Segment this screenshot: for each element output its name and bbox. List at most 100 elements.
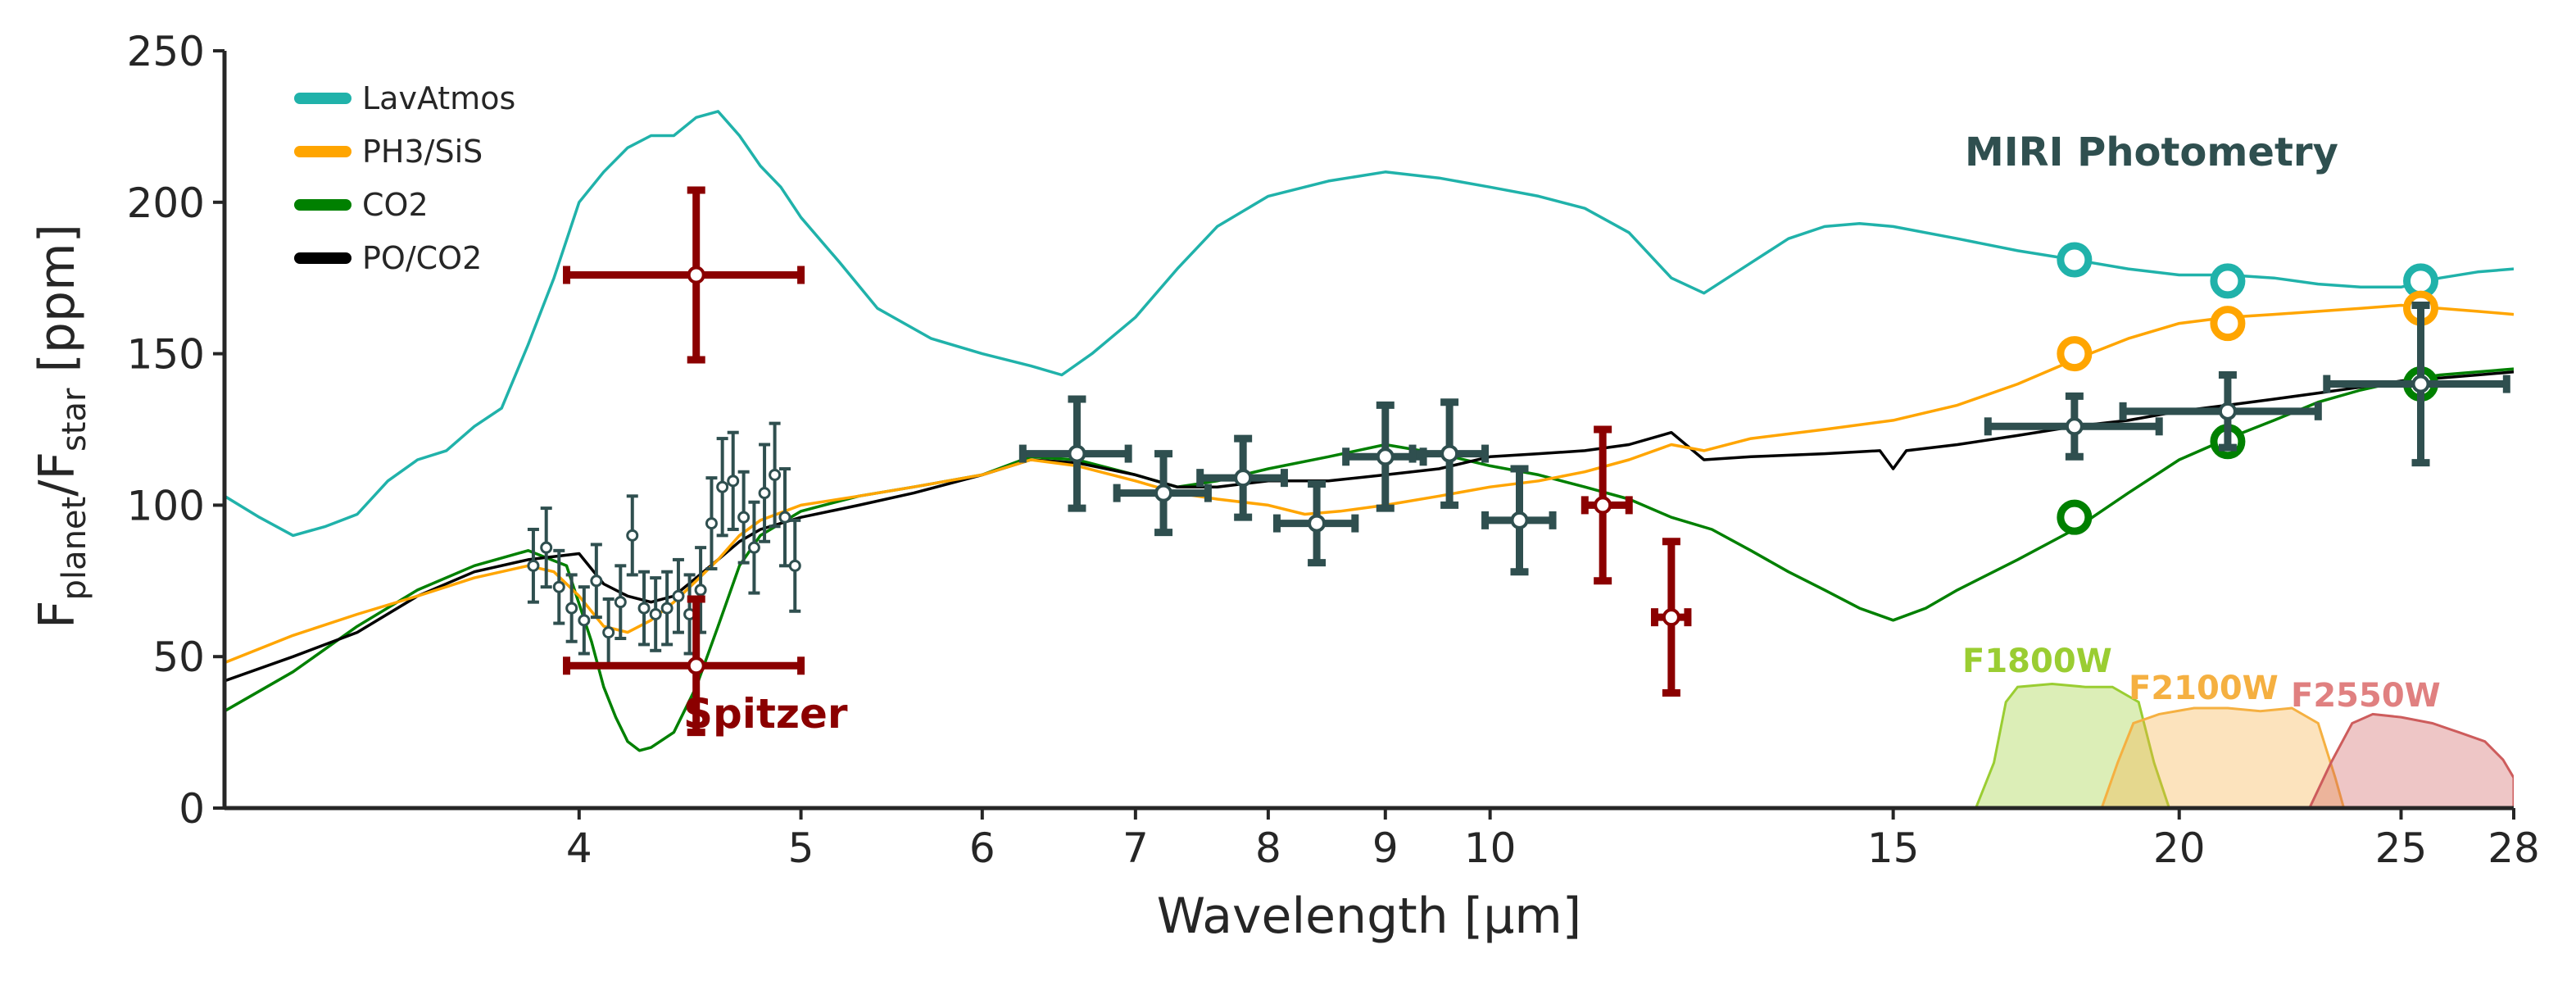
lrs-marker-1 [1154, 484, 1173, 502]
x-tick-label-9: 9 [1372, 824, 1399, 872]
model-marker-ph3-sis-0 [2057, 336, 2093, 372]
nirspec-point-4 [578, 585, 591, 656]
model-marker-lavatmos-0 [2057, 242, 2093, 278]
nirspec-point-11 [660, 570, 673, 647]
nirspec-marker-11 [660, 602, 673, 615]
y-tick-label-150: 150 [127, 331, 205, 379]
x-tick-label-20: 20 [2153, 824, 2206, 872]
x-tick-label-15: 15 [1867, 824, 1920, 872]
nirspec-marker-14 [694, 584, 707, 597]
axes [222, 51, 2514, 811]
nirspec-marker-19 [747, 541, 760, 554]
miri-marker-1 [2218, 402, 2237, 420]
filter-label-f2100w: F2100W [2129, 670, 2279, 707]
model-marker-co2-0 [2057, 499, 2093, 535]
lrs-point-6 [1481, 465, 1557, 576]
lrs-marker-4 [1376, 447, 1395, 466]
miri-marker-2 [2411, 375, 2430, 393]
nirspec-point-19 [747, 500, 760, 595]
legend-label-lavatmos: LavAtmos [362, 80, 515, 116]
nirspec-marker-5 [590, 575, 603, 588]
filter-bandpasses [1974, 682, 2514, 808]
miri-photometry-annotation: MIRI Photometry [1965, 129, 2338, 175]
filter-label-f1800w: F1800W [1962, 643, 2112, 680]
spitzer-point-2 [1581, 425, 1633, 585]
lrs-point-0 [1018, 395, 1132, 512]
x-tick-label-6: 6 [969, 824, 995, 872]
nirspec-point-3 [565, 573, 578, 643]
nirspec-point-17 [727, 430, 740, 531]
nirspec-point-20 [758, 443, 771, 543]
lrs-point-5 [1408, 398, 1490, 509]
nirspec-point-22 [778, 467, 791, 568]
x-tick-label-8: 8 [1255, 824, 1281, 872]
lrs-point-2 [1196, 434, 1288, 521]
spitzer-point-1 [563, 595, 805, 737]
filter-f1800w [1974, 682, 2171, 808]
filter-label-f2550w: F2550W [2291, 677, 2441, 715]
spitzer-point-3 [1650, 538, 1692, 697]
legend-label-ph3-sis: PH3/SiS [362, 134, 483, 170]
y-tick-label-200: 200 [127, 179, 205, 227]
nirspec-point-1 [540, 506, 553, 589]
nirspec-point-16 [716, 437, 729, 538]
lrs-marker-3 [1308, 514, 1327, 533]
lrs-marker-0 [1068, 444, 1086, 463]
nirspec-point-10 [649, 576, 662, 652]
nirspec-point-5 [590, 543, 603, 620]
nirspec-point-18 [737, 470, 751, 565]
nirspec-marker-17 [727, 475, 740, 488]
series-ph3-sis [224, 303, 2514, 665]
nirspec-marker-1 [540, 541, 553, 554]
lrs-marker-2 [1234, 469, 1253, 488]
nirspec-marker-0 [527, 559, 540, 572]
nirspec-marker-12 [672, 589, 685, 602]
model-spectra [224, 110, 2514, 752]
nirspec-point-21 [769, 421, 782, 529]
spitzer-point-0 [563, 186, 805, 364]
lrs-point-3 [1272, 480, 1359, 567]
x-tick-label-25: 25 [2375, 824, 2428, 872]
nirspec-point-8 [626, 494, 639, 577]
nirspec-marker-3 [565, 602, 578, 615]
nirspec-marker-8 [626, 529, 639, 542]
lrs-point-1 [1113, 450, 1212, 537]
legend-label-po-co2: PO/CO2 [362, 240, 482, 276]
legend-label-co2: CO2 [362, 187, 429, 223]
nirspec-marker-18 [737, 511, 751, 524]
nirspec-point-0 [527, 527, 540, 604]
miri-point-1 [2119, 370, 2322, 452]
x-tick-label-10: 10 [1464, 824, 1517, 872]
nirspec-point-7 [614, 564, 627, 641]
series-po-co2 [224, 370, 2514, 683]
nirspec-marker-4 [578, 614, 591, 627]
series-co2 [224, 367, 2514, 752]
y-tick-label-250: 250 [127, 28, 205, 75]
nirspec-point-9 [637, 570, 651, 647]
miri-point-0 [1984, 392, 2163, 461]
nirspec-point-12 [672, 557, 685, 634]
spitzer-marker-2 [1594, 496, 1612, 515]
miri-point-2 [2323, 301, 2510, 467]
nirspec-marker-7 [614, 596, 627, 609]
y-tick-label-100: 100 [127, 482, 205, 529]
y-tick-label-0: 0 [179, 785, 205, 833]
nirspec-marker-10 [649, 607, 662, 620]
nirspec-marker-20 [758, 487, 771, 500]
y-tick-label-50: 50 [152, 634, 205, 681]
spitzer-marker-3 [1662, 608, 1680, 627]
nirspec-marker-22 [778, 511, 791, 524]
x-axis-title: Wavelength [μm] [1157, 888, 1581, 945]
legend: LavAtmos PH3/SiS CO2 PO/CO2 [294, 80, 515, 276]
spitzer-marker-1 [687, 656, 705, 675]
spitzer-annotation: Spitzer [683, 690, 848, 738]
nirspec-marker-16 [716, 480, 729, 493]
nirspec-marker-15 [705, 517, 718, 530]
nirspec-point-23 [788, 518, 801, 613]
model-marker-lavatmos-1 [2210, 263, 2246, 299]
axis-ticks: 4 5 6 7 8 9 10 15 20 25 28 0 50 100 150 200 250 [127, 28, 2540, 872]
nirspec-marker-23 [788, 559, 801, 572]
lrs-marker-6 [1510, 511, 1529, 529]
data-points [527, 186, 2510, 737]
x-tick-label-5: 5 [788, 824, 814, 872]
